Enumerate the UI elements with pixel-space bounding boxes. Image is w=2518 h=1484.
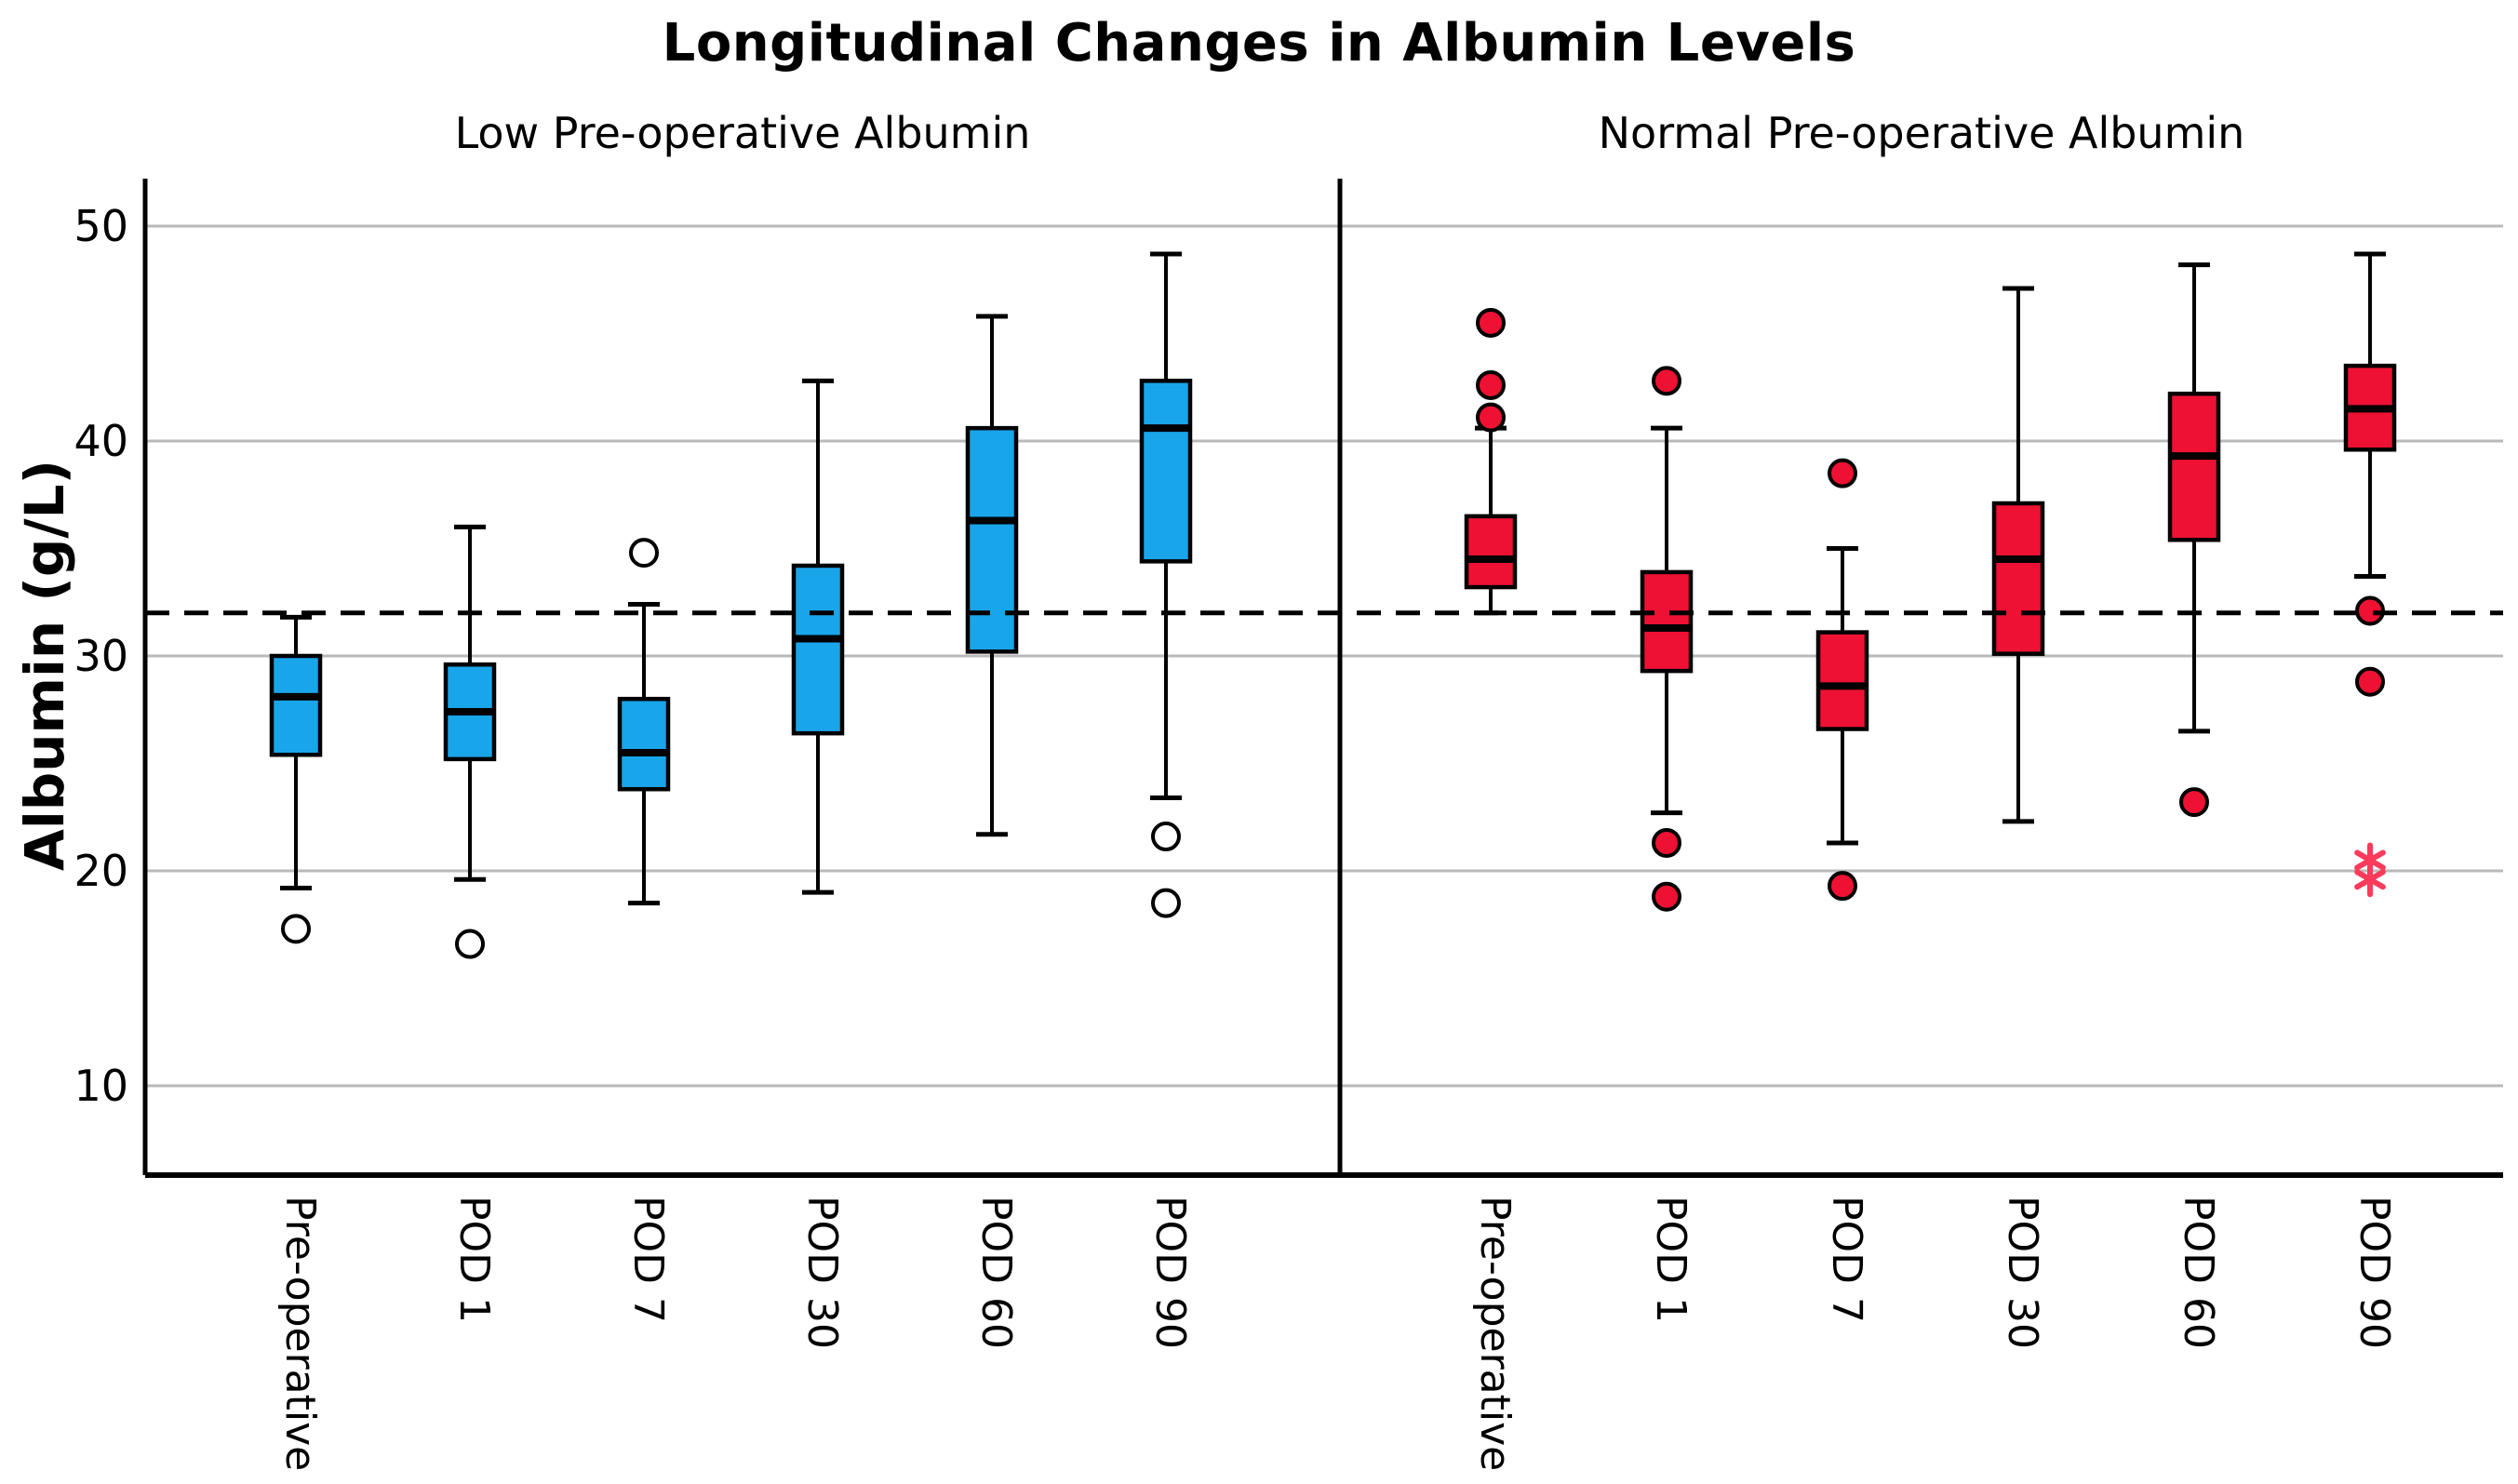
axes bbox=[142, 179, 2503, 1178]
iqr-box bbox=[269, 653, 323, 757]
box-0-pod-90 bbox=[1139, 251, 1193, 918]
outlier-point bbox=[1828, 458, 1857, 488]
x-category-label: POD 90 bbox=[2351, 1196, 2398, 1349]
outlier-point bbox=[1476, 307, 1506, 338]
y-tick-label: 50 bbox=[74, 201, 128, 251]
x-category-label: POD 60 bbox=[2175, 1196, 2222, 1349]
outlier-point bbox=[281, 914, 311, 944]
y-tick-labels: 50 40 30 20 10 bbox=[74, 201, 128, 1111]
iqr-box bbox=[2167, 391, 2221, 542]
iqr-box bbox=[1464, 514, 1518, 590]
panel-1 bbox=[1464, 251, 2397, 912]
box-1-pod-7 bbox=[1815, 458, 1869, 902]
box-1-pod-90 bbox=[2343, 251, 2397, 898]
outlier-point bbox=[1476, 402, 1506, 433]
panel-subtitle-normal: Normal Pre-operative Albumin bbox=[1598, 108, 2245, 158]
outlier-point bbox=[2355, 666, 2385, 697]
iqr-box bbox=[965, 425, 1019, 654]
x-category-label: Pre-operative bbox=[1471, 1196, 1519, 1471]
box-1-pre-operative bbox=[1464, 307, 1518, 616]
x-category-label: POD 30 bbox=[1999, 1196, 2046, 1349]
outlier-point bbox=[1476, 369, 1506, 400]
y-tick-label: 30 bbox=[74, 631, 128, 681]
x-category-label: POD 90 bbox=[1146, 1196, 1194, 1349]
outlier-point bbox=[455, 929, 485, 959]
box-0-pre-operative bbox=[269, 614, 323, 944]
y-tick-label: 20 bbox=[74, 846, 128, 896]
x-category-label: POD 7 bbox=[624, 1196, 672, 1323]
iqr-box bbox=[1139, 379, 1193, 564]
x-category-label: POD 7 bbox=[1823, 1196, 1870, 1323]
outlier-point bbox=[1151, 888, 1181, 918]
outlier-point bbox=[1151, 822, 1181, 852]
panel-0 bbox=[269, 251, 1193, 959]
box-0-pod-30 bbox=[791, 378, 845, 895]
box-0-pod-60 bbox=[965, 314, 1019, 837]
x-category-label: POD 1 bbox=[450, 1196, 498, 1323]
outlier-point bbox=[629, 538, 659, 568]
iqr-box bbox=[1640, 569, 1694, 674]
box-1-pod-1 bbox=[1640, 366, 1694, 912]
x-category-label: POD 60 bbox=[972, 1196, 1020, 1349]
iqr-box bbox=[1815, 630, 1869, 731]
x-category-label: POD 30 bbox=[798, 1196, 846, 1349]
box-0-pod-1 bbox=[443, 524, 497, 959]
outlier-point bbox=[1652, 881, 1681, 912]
x-category-label: POD 1 bbox=[1647, 1196, 1694, 1323]
outlier-point bbox=[2179, 787, 2209, 818]
y-tick-label: 10 bbox=[74, 1061, 128, 1111]
iqr-box bbox=[791, 563, 845, 736]
chart-title: Longitudinal Changes in Albumin Levels bbox=[662, 13, 1856, 74]
outlier-point bbox=[1652, 827, 1681, 858]
box-0-pod-7 bbox=[617, 538, 671, 906]
box-1-pod-60 bbox=[2167, 262, 2221, 818]
box-1-pod-30 bbox=[1991, 286, 2045, 824]
x-category-label: Pre-operative bbox=[276, 1196, 324, 1471]
outlier-point bbox=[1828, 871, 1857, 902]
outlier-point bbox=[1652, 366, 1681, 396]
iqr-box bbox=[1991, 501, 2045, 656]
panel-subtitle-low: Low Pre-operative Albumin bbox=[454, 108, 1031, 158]
gridlines bbox=[145, 224, 2503, 1088]
iqr-box bbox=[617, 696, 671, 792]
extreme-star bbox=[2354, 862, 2386, 898]
x-category-labels: Pre-operative POD 1 POD 7 POD 30 POD 60 POD 9… bbox=[276, 1196, 2398, 1471]
y-tick-label: 40 bbox=[74, 416, 128, 466]
